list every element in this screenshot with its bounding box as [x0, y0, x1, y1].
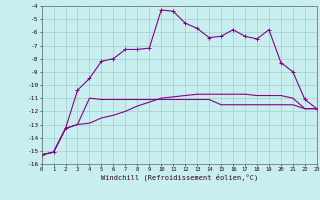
X-axis label: Windchill (Refroidissement éolien,°C): Windchill (Refroidissement éolien,°C) [100, 173, 258, 181]
